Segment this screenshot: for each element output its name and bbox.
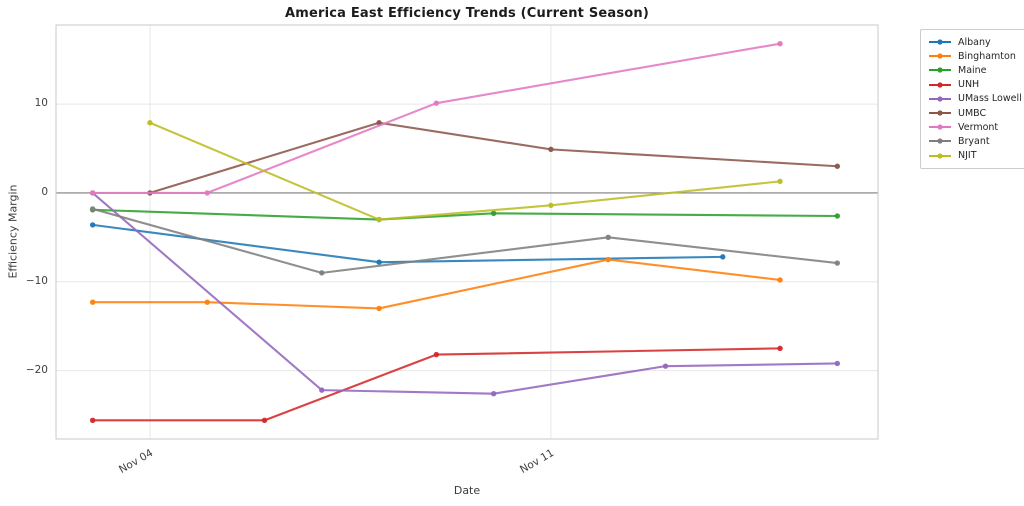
plot-border [55, 24, 879, 440]
legend-label: Maine [958, 64, 987, 76]
legend-label: Binghamton [958, 50, 1016, 62]
legend-line-marker-icon [929, 53, 951, 59]
legend-item-umbc: UMBC [928, 106, 1022, 120]
series-marker-maine [490, 210, 497, 217]
series-line-albany [91, 223, 724, 264]
legend-item-vermont: Vermont [928, 120, 1022, 134]
series-marker-bryant [319, 270, 325, 276]
series-marker-umass-lowell [490, 390, 497, 397]
legend-label: Vermont [958, 121, 999, 133]
series-line-umass-lowell [91, 191, 839, 395]
series-line-umbc [148, 121, 839, 194]
series-marker-umbc [548, 146, 554, 153]
series-marker-njit [548, 202, 554, 209]
series-marker-unh [89, 417, 96, 424]
legend-line-marker-icon [929, 67, 951, 74]
series-marker-maine [834, 213, 841, 219]
series-marker-unh [433, 351, 440, 358]
chart-title: America East Efficiency Trends (Current … [284, 6, 650, 21]
legend-line-marker-icon [929, 124, 951, 130]
legend-label: Albany [958, 36, 991, 48]
series-marker-njit [147, 120, 153, 126]
series-line-unh [91, 347, 782, 422]
legend-line-marker-icon [929, 39, 951, 45]
series-marker-njit [777, 178, 783, 185]
y-tick-label: −10 [25, 274, 48, 287]
legend-item-binghamton: Binghamton [928, 49, 1022, 63]
series-marker-albany [89, 222, 96, 228]
series-marker-binghamton [777, 277, 783, 283]
series-marker-bryant [89, 206, 96, 212]
legend-line-marker-icon [929, 110, 951, 116]
series-marker-binghamton [204, 299, 210, 305]
legend-line-marker-icon [929, 152, 951, 159]
legend: Albany Binghamton Maine UNH UMass Lowell UMBC… [920, 29, 1024, 169]
y-axis-label: Efficiency Margin [6, 184, 20, 279]
series-marker-bryant [605, 234, 611, 241]
series-marker-umass-lowell [834, 360, 841, 367]
legend-line-marker-icon [929, 82, 951, 88]
y-tick-label: 0 [41, 185, 48, 198]
legend-item-albany: Albany [928, 35, 1022, 49]
series-marker-albany [376, 259, 382, 265]
legend-item-njit: NJIT [928, 149, 1022, 163]
legend-label: Bryant [958, 135, 990, 147]
series-marker-umass-lowell [662, 363, 669, 369]
series-line-njit [148, 121, 782, 221]
legend-line-marker-icon [929, 138, 951, 145]
series-marker-vermont [777, 40, 783, 47]
series-marker-binghamton [376, 305, 382, 312]
legend-line-marker-icon [929, 96, 951, 102]
series-line-bryant [91, 207, 839, 274]
series-marker-unh [261, 417, 268, 424]
legend-item-unh: UNH [928, 78, 1022, 92]
legend-item-bryant: Bryant [928, 134, 1022, 148]
series-marker-vermont [204, 190, 210, 196]
series-marker-umbc [834, 163, 841, 169]
series-marker-binghamton [89, 299, 96, 305]
y-tick-label: −20 [25, 363, 48, 376]
legend-label: UMass Lowell [958, 93, 1022, 105]
legend-label: NJIT [958, 150, 977, 162]
legend-label: UMBC [958, 107, 987, 119]
x-axis-label: Date [453, 484, 481, 497]
series-marker-bryant [834, 260, 841, 266]
legend-label: UNH [958, 79, 980, 91]
y-tick-label: 10 [34, 97, 48, 110]
series-marker-unh [777, 345, 783, 352]
series-line-maine [91, 208, 839, 221]
legend-item-umass-lowell: UMass Lowell [928, 92, 1022, 106]
series-line-binghamton [91, 258, 782, 310]
series-marker-vermont [89, 190, 96, 196]
series-marker-njit [376, 216, 382, 223]
series-marker-albany [720, 254, 726, 260]
series-line-vermont [91, 42, 782, 194]
series-marker-vermont [433, 100, 440, 106]
legend-item-maine: Maine [928, 63, 1022, 77]
series-marker-umass-lowell [319, 387, 325, 393]
series-marker-binghamton [605, 256, 611, 263]
